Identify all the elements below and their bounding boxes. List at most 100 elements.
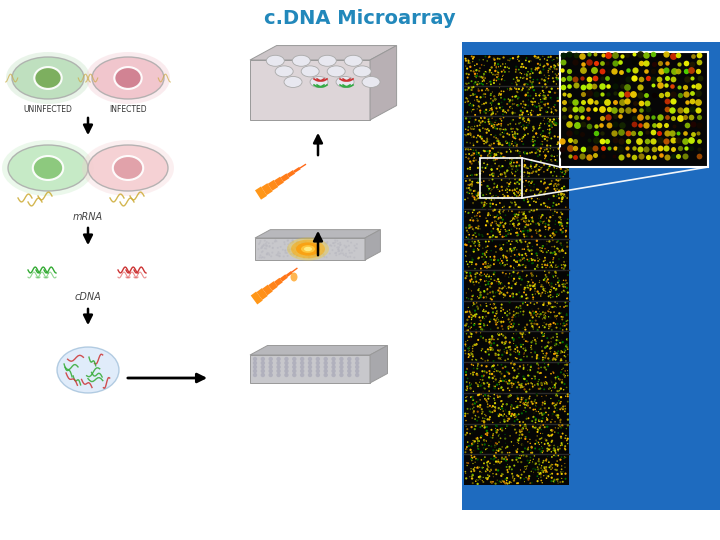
Point bbox=[559, 463, 571, 471]
Point bbox=[512, 77, 523, 85]
Point bbox=[499, 291, 510, 300]
Point bbox=[475, 154, 487, 163]
Point bbox=[481, 289, 492, 298]
Point bbox=[483, 152, 495, 160]
Point bbox=[492, 149, 503, 158]
Point bbox=[544, 305, 555, 313]
Point bbox=[513, 320, 525, 329]
Point bbox=[525, 439, 536, 448]
Point bbox=[555, 189, 567, 198]
Point bbox=[513, 268, 524, 277]
Point bbox=[477, 417, 488, 426]
Point bbox=[557, 243, 569, 252]
Point bbox=[536, 417, 547, 426]
Point bbox=[531, 229, 542, 238]
Point bbox=[475, 372, 487, 381]
Point bbox=[547, 461, 559, 469]
Point bbox=[552, 97, 564, 106]
Point bbox=[487, 169, 498, 178]
Point bbox=[660, 81, 672, 90]
Point bbox=[507, 131, 518, 139]
Point bbox=[490, 116, 502, 125]
Point bbox=[549, 121, 561, 130]
Point bbox=[498, 455, 510, 463]
Point bbox=[595, 120, 606, 129]
Point bbox=[507, 137, 518, 146]
Point bbox=[515, 465, 526, 474]
Point bbox=[489, 441, 500, 449]
Point bbox=[467, 305, 479, 314]
Point bbox=[552, 185, 563, 193]
Point bbox=[538, 65, 549, 74]
Point bbox=[489, 206, 500, 214]
Point bbox=[562, 316, 573, 325]
Point bbox=[534, 105, 546, 114]
Point bbox=[539, 385, 550, 394]
Point bbox=[487, 218, 498, 227]
Point bbox=[503, 56, 514, 64]
Point bbox=[557, 144, 568, 153]
Point bbox=[503, 392, 514, 400]
Point bbox=[536, 464, 547, 472]
Point bbox=[549, 179, 561, 188]
Point bbox=[476, 60, 487, 69]
Point bbox=[480, 468, 492, 476]
Point bbox=[523, 178, 535, 186]
Point bbox=[518, 97, 529, 106]
Point bbox=[518, 421, 529, 429]
Point bbox=[503, 325, 514, 333]
Point bbox=[583, 152, 595, 161]
Point bbox=[505, 193, 516, 202]
Point bbox=[523, 428, 535, 436]
Point bbox=[523, 216, 534, 225]
Point bbox=[532, 145, 544, 154]
Point bbox=[516, 430, 528, 439]
Point bbox=[549, 185, 560, 193]
Point bbox=[549, 349, 560, 358]
Point bbox=[530, 91, 541, 100]
Point bbox=[495, 246, 507, 254]
Point bbox=[544, 217, 555, 226]
Point bbox=[535, 292, 546, 300]
Point bbox=[552, 244, 563, 253]
Point bbox=[549, 242, 560, 251]
Point bbox=[494, 89, 505, 98]
Point bbox=[553, 70, 564, 78]
Point bbox=[530, 289, 541, 298]
Point bbox=[552, 333, 563, 341]
Point bbox=[552, 75, 563, 83]
Point bbox=[484, 119, 495, 128]
Point bbox=[550, 303, 562, 312]
Point bbox=[498, 411, 509, 420]
Point bbox=[490, 449, 502, 457]
Point bbox=[506, 465, 518, 474]
Point bbox=[536, 255, 548, 264]
Point bbox=[490, 430, 501, 439]
Point bbox=[498, 407, 509, 415]
Point bbox=[510, 78, 521, 87]
Point bbox=[477, 136, 489, 145]
Point bbox=[552, 424, 564, 433]
Point bbox=[485, 459, 496, 468]
Point bbox=[488, 256, 500, 265]
Point bbox=[547, 477, 559, 486]
Point bbox=[505, 103, 517, 112]
Point bbox=[558, 90, 570, 99]
Point bbox=[512, 156, 523, 165]
Point bbox=[525, 226, 536, 234]
Ellipse shape bbox=[8, 145, 88, 191]
Point bbox=[547, 210, 559, 219]
Point bbox=[495, 70, 506, 78]
Point bbox=[474, 238, 485, 247]
Point bbox=[465, 85, 477, 94]
Point bbox=[546, 105, 557, 113]
Point bbox=[531, 312, 542, 321]
Point bbox=[503, 120, 514, 129]
Point bbox=[477, 477, 489, 486]
Point bbox=[477, 163, 488, 172]
Bar bbox=[464, 55, 569, 485]
Point bbox=[609, 112, 621, 120]
Point bbox=[509, 109, 521, 117]
Point bbox=[476, 447, 487, 456]
Point bbox=[590, 59, 602, 68]
